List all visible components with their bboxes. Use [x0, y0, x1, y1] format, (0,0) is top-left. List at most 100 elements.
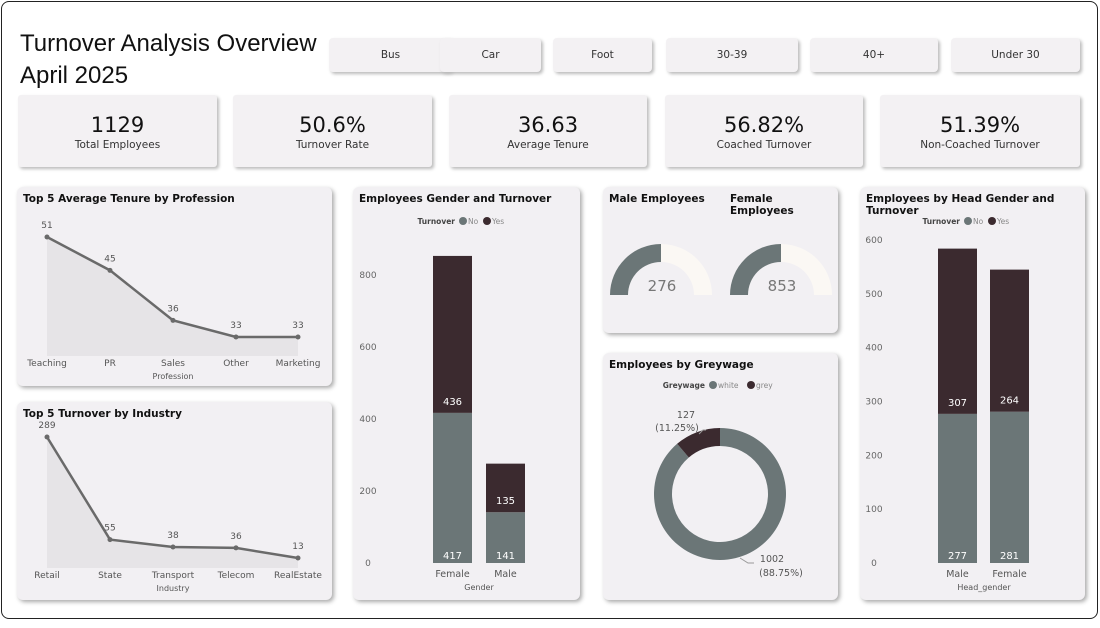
- data-label: 51: [41, 221, 52, 231]
- bar-label: 277: [948, 551, 967, 562]
- slice-label: 1002: [760, 554, 784, 565]
- bar-yes: [938, 248, 977, 414]
- slice-label: 127: [677, 410, 695, 421]
- x-tick-label: Female: [435, 569, 470, 580]
- slicer-40-[interactable]: 40+: [810, 38, 938, 72]
- donut-slice-grey: [677, 428, 720, 458]
- leader-line: [698, 429, 706, 435]
- legend-title: Turnover: [418, 217, 456, 226]
- data-label: 33: [230, 321, 241, 331]
- kpi-value: 1129: [90, 113, 145, 137]
- kpi-card: 36.63 Average Tenure: [449, 95, 647, 167]
- kpi-label: Coached Turnover: [716, 139, 812, 151]
- page-title: Turnover Analysis Overview April 2025: [20, 28, 317, 92]
- legend-swatch-yes: [988, 217, 996, 225]
- bar-label: 141: [496, 551, 515, 562]
- data-label: 33: [292, 321, 303, 331]
- kpi-value: 36.63: [517, 113, 579, 137]
- kpi-card: 56.82% Coached Turnover: [665, 95, 863, 167]
- bar-label: 135: [496, 496, 515, 507]
- y-tick-label: 200: [865, 451, 882, 461]
- x-tick-label: Male: [494, 569, 517, 580]
- y-tick-label: 100: [865, 505, 882, 515]
- x-tick-label: Teaching: [26, 359, 67, 369]
- x-tick-label: Transport: [151, 571, 195, 581]
- y-tick-label: 0: [365, 559, 371, 569]
- bar-yes: [990, 269, 1029, 412]
- x-tick-label: PR: [104, 359, 116, 369]
- legend-title: Greywage: [663, 381, 705, 390]
- slicer-bus[interactable]: Bus: [329, 38, 452, 72]
- x-tick-label: Male: [946, 569, 969, 580]
- gauge-value: 276: [648, 277, 677, 295]
- slice-pct: (11.25%): [655, 423, 699, 434]
- legend-swatch-yes: [483, 217, 491, 225]
- bar-label: 307: [948, 398, 967, 409]
- x-tick-label: State: [98, 571, 122, 581]
- legend-label: No: [973, 217, 984, 226]
- x-tick-label: Female: [992, 569, 1027, 580]
- data-label: 36: [230, 532, 242, 542]
- y-tick-label: 400: [359, 415, 376, 425]
- gauge-fill: [610, 244, 661, 295]
- bar-no: [486, 512, 525, 563]
- data-point: [233, 545, 239, 551]
- data-point: [44, 434, 50, 440]
- kpi-card: 51.39% Non-Coached Turnover: [880, 95, 1080, 167]
- legend-label: No: [468, 217, 479, 226]
- data-point: [295, 334, 301, 340]
- gauge-fill: [730, 244, 781, 295]
- x-tick-label: Other: [223, 359, 249, 369]
- title-line2: April 2025: [20, 62, 129, 89]
- kpi-label: Average Tenure: [507, 139, 589, 151]
- data-point: [170, 544, 176, 550]
- data-point: [107, 537, 113, 543]
- legend-label: grey: [756, 381, 773, 390]
- data-label: 13: [292, 542, 303, 552]
- gauge-title: Male Employees: [609, 193, 705, 205]
- slicer-car[interactable]: Car: [440, 38, 541, 72]
- data-label: 38: [167, 531, 179, 541]
- y-tick-label: 500: [865, 290, 882, 300]
- donut-slice-white: [653, 428, 786, 560]
- chart-title: Employees by Greywage: [609, 359, 754, 371]
- data-point: [295, 555, 301, 561]
- legend-label: Yes: [996, 217, 1009, 226]
- chart-title: Top 5 Average Tenure by Profession: [23, 193, 235, 205]
- kpi-card: 50.6% Turnover Rate: [233, 95, 432, 167]
- y-tick-label: 0: [871, 559, 877, 569]
- y-tick-label: 400: [865, 344, 882, 354]
- bar-no: [433, 412, 472, 563]
- legend-title: Turnover: [923, 217, 961, 226]
- gauge-value: 853: [768, 277, 797, 295]
- legend-label: Yes: [491, 217, 504, 226]
- x-axis-title: Head_gender: [957, 583, 1011, 592]
- x-axis-title: Industry: [157, 584, 190, 593]
- x-tick-label: Marketing: [276, 359, 321, 369]
- slicer-under-30[interactable]: Under 30: [951, 38, 1080, 72]
- chart-title: Employees Gender and Turnover: [359, 193, 552, 205]
- kpi-value: 51.39%: [939, 113, 1021, 137]
- title-line1: Turnover Analysis Overview: [20, 30, 317, 57]
- x-axis-title: Gender: [464, 583, 494, 592]
- data-label: 45: [104, 254, 115, 264]
- data-point: [44, 234, 50, 240]
- legend-swatch-no: [964, 217, 972, 225]
- x-tick-label: Telecom: [217, 571, 255, 581]
- leader-line: [739, 557, 754, 564]
- chart-title: Top 5 Turnover by Industry: [23, 408, 182, 420]
- legend-swatch-no: [459, 217, 467, 225]
- data-point: [233, 334, 239, 340]
- slicer-foot[interactable]: Foot: [553, 38, 652, 72]
- y-tick-label: 300: [865, 398, 882, 408]
- bar-label: 264: [1000, 396, 1019, 407]
- bar-label: 436: [443, 397, 462, 408]
- line-area: [47, 237, 298, 356]
- data-label: 36: [167, 304, 179, 314]
- kpi-label: Non-Coached Turnover: [920, 139, 1040, 151]
- slicer-30-39[interactable]: 30-39: [666, 38, 798, 72]
- kpi-value: 50.6%: [299, 113, 366, 137]
- legend-label: white: [718, 381, 739, 390]
- data-label: 55: [104, 524, 115, 534]
